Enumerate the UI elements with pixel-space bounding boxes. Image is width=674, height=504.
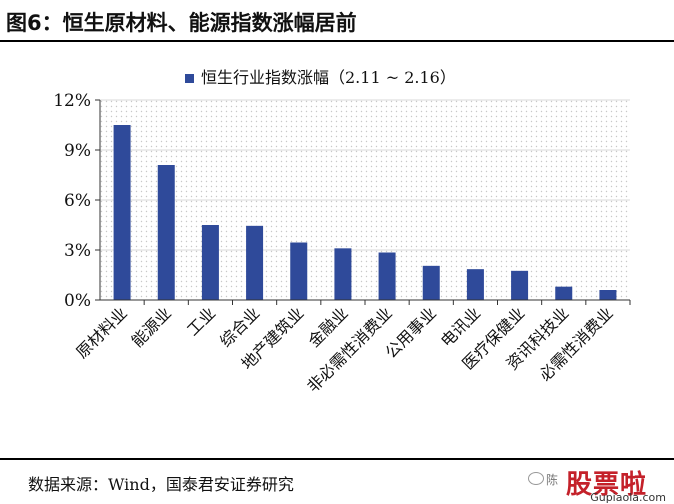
bar: [378, 252, 396, 300]
data-source: 数据来源：Wind，国泰君安证券研究: [28, 475, 294, 494]
watermark-brand: 股票啦: [566, 470, 648, 500]
bar: [511, 270, 529, 300]
bar: [422, 265, 440, 300]
gridlines: [100, 99, 630, 251]
figure-title: 图6：恒生原材料、能源指数涨幅居前: [6, 11, 357, 35]
figure-footer: 数据来源：Wind，国泰君安证券研究 陈 股票啦 Gupiaola.com: [0, 458, 674, 504]
bar: [113, 125, 131, 300]
bars: [113, 125, 617, 300]
watermark-small-text: 陈: [546, 473, 559, 487]
bar: [466, 269, 484, 300]
y-tick-label: 0%: [64, 291, 91, 311]
bar: [201, 225, 219, 300]
x-tick-label: 能源业: [128, 303, 175, 350]
bar: [246, 225, 264, 300]
legend: 恒生行业指数涨幅（2.11 ~ 2.16）: [185, 68, 456, 87]
bar: [555, 286, 573, 300]
wechat-icon: [528, 472, 544, 485]
bar: [290, 242, 308, 300]
figure-header: 图6：恒生原材料、能源指数涨幅居前: [0, 0, 674, 42]
x-tick-label: 工业: [183, 303, 219, 339]
x-tick-label: 原材料业: [72, 303, 131, 362]
watermark-url: Gupiaola.com: [590, 491, 666, 504]
legend-label: 恒生行业指数涨幅（2.11 ~ 2.16）: [201, 68, 456, 87]
bar: [334, 248, 352, 300]
bar: [599, 290, 617, 300]
y-tick-label: 3%: [64, 241, 91, 261]
legend-swatch: [185, 74, 194, 83]
y-tick-label: 6%: [64, 191, 91, 211]
bar: [157, 165, 175, 300]
y-tick-label: 12%: [53, 91, 91, 111]
watermark: 陈 股票啦 Gupiaola.com: [528, 466, 666, 504]
y-tick-label: 9%: [64, 141, 91, 161]
y-axis: 0% 3% 6% 9% 12%: [53, 91, 101, 311]
